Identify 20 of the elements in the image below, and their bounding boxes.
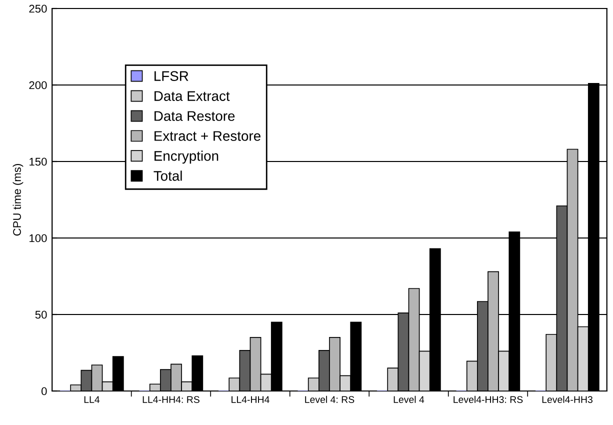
y-tick-label: 0	[42, 387, 47, 396]
y-tick-label: 50	[35, 310, 47, 319]
y-axis-title: CPU time (ms)	[12, 164, 24, 236]
legend-label: LFSR	[154, 71, 188, 81]
legend-label: Data Restore	[154, 111, 235, 121]
y-tick-label: 200	[29, 81, 47, 90]
legend-label: Extract + Restore	[154, 131, 260, 141]
x-tick-label: Level 4	[394, 396, 424, 403]
legend-label: Encryption	[154, 150, 218, 164]
legend-label: Data Extract	[154, 91, 230, 101]
legend-label: Total	[154, 170, 182, 181]
x-tick-label: Level 4: RS	[305, 396, 354, 403]
x-tick-label: Level4-HH3	[542, 396, 592, 403]
y-tick-label: 250	[29, 4, 47, 13]
x-tick-label: LL4-HH4: RS	[142, 396, 200, 403]
y-tick-label: 100	[30, 234, 47, 242]
y-tick-label: 150	[30, 158, 47, 166]
x-tick-label: LL4-HH4	[232, 396, 270, 403]
x-tick-label: Level4-HH3: RS	[454, 396, 523, 403]
x-tick-label: LL4	[84, 396, 100, 403]
